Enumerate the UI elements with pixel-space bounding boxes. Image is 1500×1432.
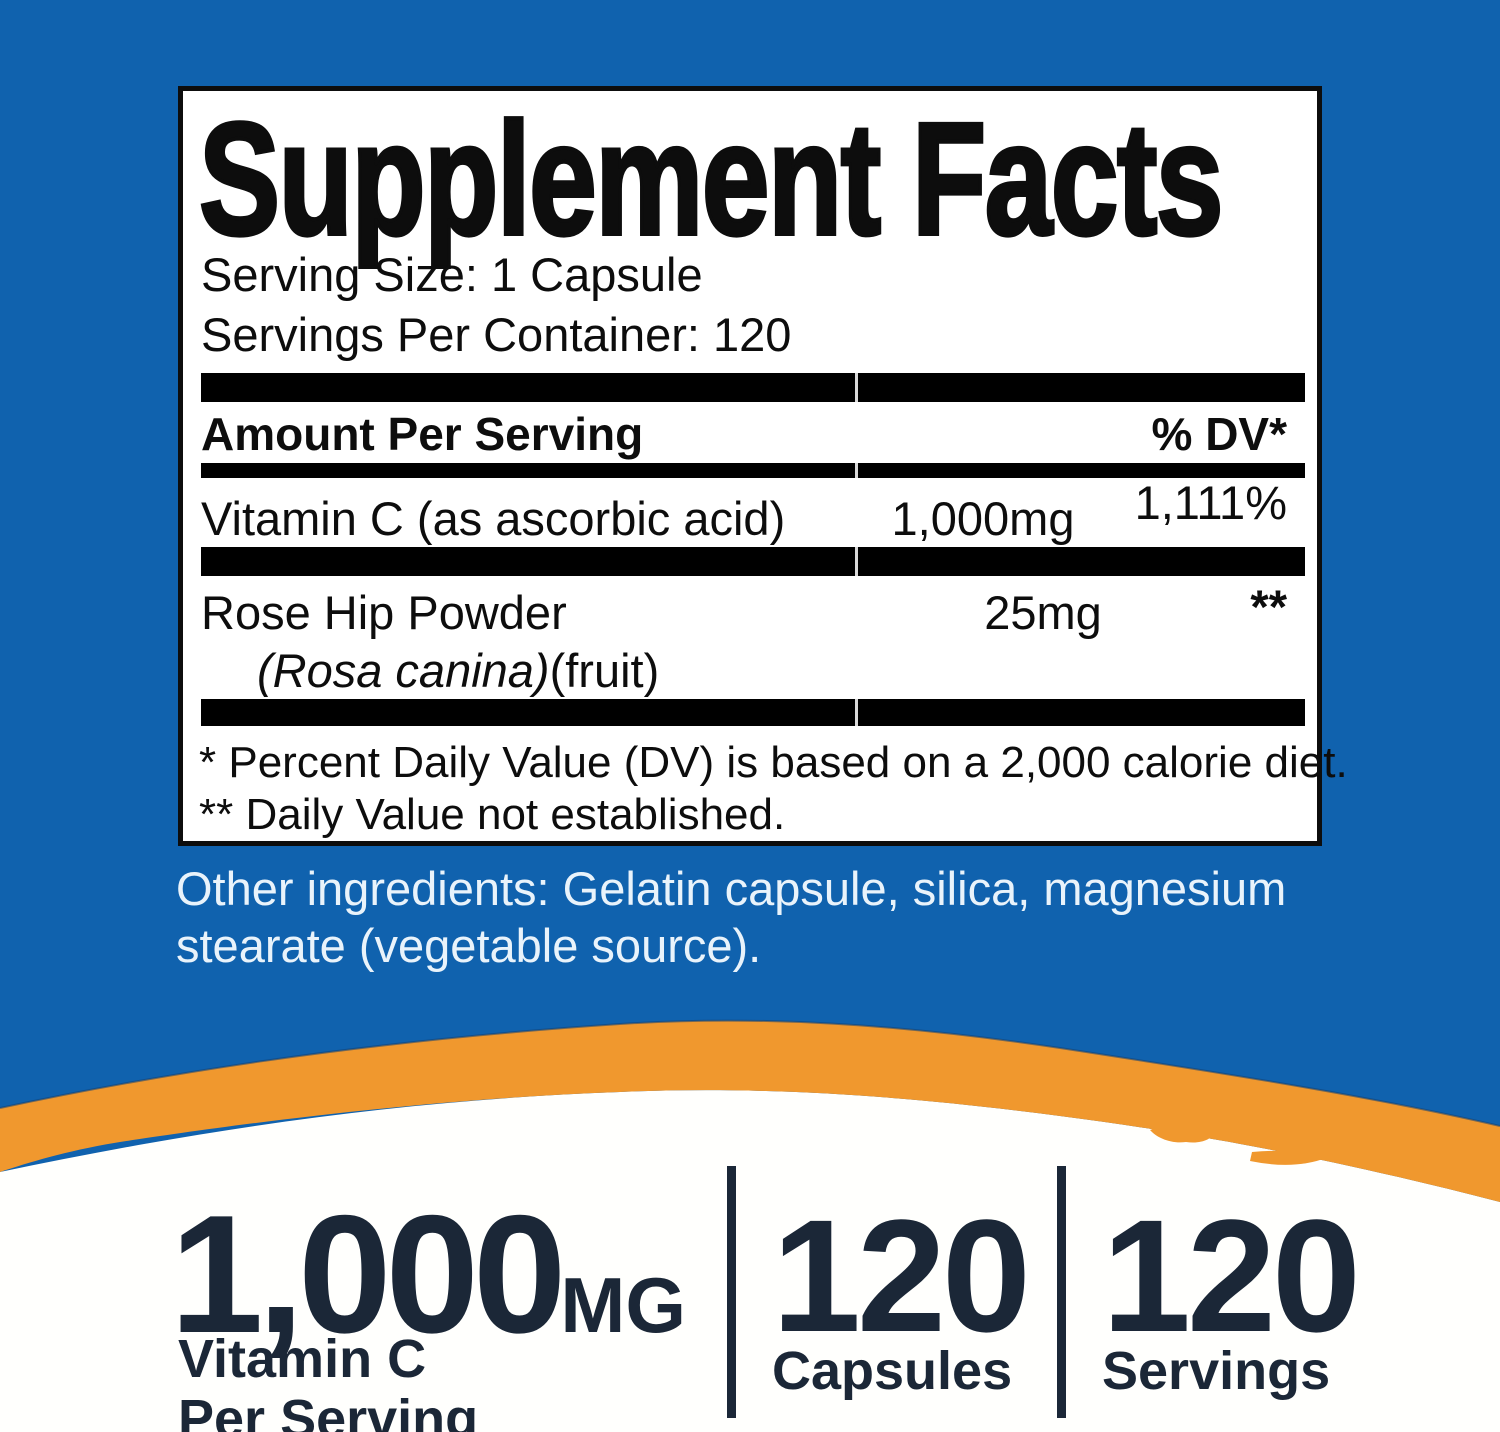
other-ingredients-line2: stearate (vegetable source). (176, 919, 762, 972)
dose-unit: MG (560, 1261, 687, 1349)
servings-count: 120 (1102, 1186, 1361, 1365)
brush-splash (1250, 1150, 1326, 1165)
divider-bar-thick (201, 547, 1305, 576)
divider-bar-medium (201, 463, 1305, 478)
bar-seam (854, 547, 858, 576)
dose-stat: 1,000MG (170, 1190, 686, 1358)
swoosh-graphic (0, 1019, 1500, 1432)
percent-dv-header: % DV* (1151, 408, 1287, 460)
other-ingredients-line1: Other ingredients: Gelatin capsule, sili… (176, 862, 1287, 915)
panel-title: Supplement Facts (197, 89, 1225, 268)
dose-subtitle-line2: Per Serving (178, 1389, 479, 1432)
other-ingredients-text: Other ingredients: Gelatin capsule, sili… (176, 860, 1376, 974)
orange-swoosh (0, 1020, 1500, 1202)
vitamin-c-dv: 1,111% (1134, 476, 1287, 529)
bar-seam (854, 699, 858, 726)
bar-seam (854, 463, 858, 478)
divider-bar-thick (201, 699, 1305, 726)
stat-divider (727, 1166, 736, 1418)
dose-value: 1,000 (170, 1180, 566, 1368)
vitamin-c-name: Vitamin C (as ascorbic acid) (201, 492, 786, 545)
bar-seam (854, 373, 858, 402)
botanical-italic: (Rosa canina) (257, 644, 550, 697)
swoosh-top-edge (0, 1019, 1500, 1127)
supplement-facts-panel: Supplement Facts Serving Size: 1 Capsule… (178, 86, 1348, 846)
capsules-count: 120 (772, 1186, 1031, 1365)
capsules-label: Capsules (772, 1341, 1013, 1401)
rose-hip-name: Rose Hip Powder (201, 586, 567, 639)
white-lower-area (0, 1090, 1500, 1432)
divider-bar-thick (201, 373, 1305, 402)
footnote-percent-dv: * Percent Daily Value (DV) is based on a… (199, 738, 1348, 787)
rose-hip-amount: 25mg (984, 586, 1102, 639)
serving-size-text: Serving Size: 1 Capsule (201, 248, 703, 301)
botanical-rest: (fruit) (549, 644, 660, 697)
footnote-dv-not-established: ** Daily Value not established. (199, 790, 786, 839)
rose-hip-dv: ** (1250, 580, 1287, 633)
amount-per-serving-header: Amount Per Serving (201, 408, 644, 460)
brush-splash (1150, 1123, 1218, 1143)
rose-hip-botanical: (Rosa canina)(fruit) (257, 647, 659, 694)
servings-per-container-text: Servings Per Container: 120 (201, 308, 792, 361)
servings-label: Servings (1102, 1341, 1331, 1401)
stat-divider (1057, 1166, 1066, 1418)
dose-subtitle-line1: Vitamin C (178, 1329, 427, 1389)
vitamin-c-amount: 1,000mg (891, 492, 1075, 545)
